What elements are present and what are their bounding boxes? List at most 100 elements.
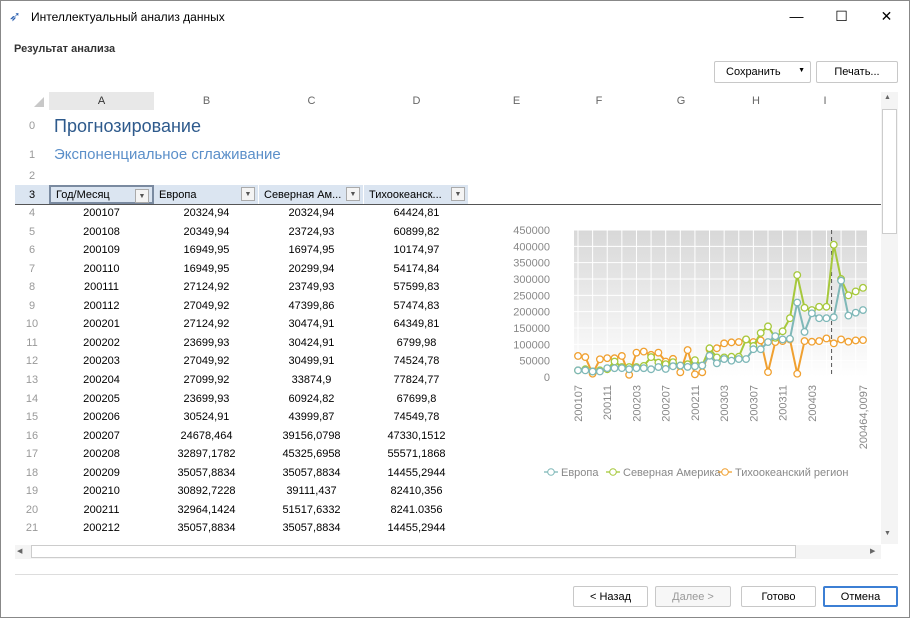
table-cell[interactable]: 20324,94: [183, 207, 230, 219]
vertical-scroll-thumb[interactable]: [882, 109, 897, 234]
table-cell[interactable]: 8241.0356: [390, 503, 443, 516]
row-number[interactable]: 8: [28, 281, 36, 294]
table-cell[interactable]: 200204: [83, 373, 120, 386]
row-number[interactable]: 16: [25, 429, 39, 442]
table-cell[interactable]: 200205: [83, 392, 120, 405]
table-cell[interactable]: 39156,0798: [282, 429, 341, 442]
table-cell[interactable]: 51517,6332: [282, 503, 341, 516]
table-cell[interactable]: 77824,77: [393, 373, 440, 386]
header-cell-north-america[interactable]: Северная Ам... ▼: [259, 185, 364, 204]
header-cell-pacific[interactable]: Тихоокеанск... ▼: [364, 185, 469, 204]
table-cell[interactable]: 43999,87: [288, 411, 335, 424]
table-cell[interactable]: 45325,6958: [282, 448, 341, 461]
table-cell[interactable]: 27049,92: [183, 299, 230, 312]
table-cell[interactable]: 23724,93: [288, 225, 335, 238]
table-cell[interactable]: 30499,91: [288, 355, 335, 368]
table-cell[interactable]: 24678,464: [180, 429, 233, 442]
row-number[interactable]: 14: [25, 392, 39, 405]
table-cell[interactable]: 35057,8834: [282, 522, 341, 535]
column-header-d[interactable]: D: [412, 95, 421, 107]
table-cell[interactable]: 200206: [83, 411, 120, 424]
row-number[interactable]: 6: [28, 244, 36, 257]
row-number[interactable]: 9: [28, 299, 36, 312]
close-button[interactable]: ✕: [880, 7, 893, 24]
table-cell[interactable]: 35057,8834: [177, 522, 236, 535]
table-cell[interactable]: 57474,83: [393, 299, 440, 312]
table-cell[interactable]: 200208: [83, 448, 120, 461]
row-number[interactable]: 21: [25, 522, 39, 535]
table-cell[interactable]: 30424,91: [288, 336, 335, 349]
row-number[interactable]: 12: [25, 355, 39, 368]
table-cell[interactable]: 16974,95: [288, 244, 335, 257]
filter-dropdown-icon[interactable]: ▼: [241, 187, 255, 201]
scroll-right-icon[interactable]: ▶: [870, 548, 876, 555]
next-button[interactable]: Далее >: [655, 586, 731, 607]
filter-dropdown-icon[interactable]: ▼: [135, 189, 149, 203]
row-number[interactable]: 7: [28, 262, 36, 275]
header-cell-year-month[interactable]: Год/Месяц ▼: [49, 185, 154, 204]
table-cell[interactable]: 23749,93: [288, 281, 335, 294]
row-number[interactable]: 13: [25, 373, 39, 386]
table-cell[interactable]: 60899,82: [393, 225, 440, 238]
table-cell[interactable]: 200112: [83, 299, 120, 312]
print-button[interactable]: Печать...: [816, 61, 898, 83]
horizontal-scrollbar[interactable]: ◀ ▶: [15, 545, 881, 559]
column-header-a[interactable]: A: [49, 92, 154, 110]
table-cell[interactable]: 64349,81: [393, 318, 440, 331]
table-cell[interactable]: 20324,94: [288, 207, 335, 219]
row-number[interactable]: 20: [25, 503, 39, 516]
table-cell[interactable]: 14455,2944: [387, 522, 446, 535]
table-cell[interactable]: 200203: [83, 355, 120, 368]
table-cell[interactable]: 74524,78: [393, 355, 440, 368]
table-cell[interactable]: 35057,8834: [282, 466, 341, 479]
table-cell[interactable]: 200209: [83, 466, 120, 479]
scroll-left-icon[interactable]: ◀: [17, 548, 23, 555]
table-cell[interactable]: 200111: [83, 281, 120, 294]
table-cell[interactable]: 32964,1424: [177, 503, 236, 516]
table-cell[interactable]: 30892,7228: [177, 485, 236, 498]
table-cell[interactable]: 30524,91: [183, 411, 230, 424]
select-all-corner[interactable]: [34, 97, 44, 107]
table-cell[interactable]: 20349,94: [183, 225, 230, 238]
table-cell[interactable]: 16949,95: [183, 244, 230, 257]
minimize-button[interactable]: —: [789, 8, 804, 24]
vertical-scrollbar[interactable]: ▲ ▼: [881, 92, 898, 544]
column-header-f[interactable]: F: [595, 95, 603, 107]
forecast-chart[interactable]: 0 50000 100000 150000 200000 250000 300000 3500…: [506, 211, 876, 486]
table-cell[interactable]: 200202: [83, 336, 120, 349]
table-cell[interactable]: 47399,86: [288, 299, 335, 312]
scroll-up-icon[interactable]: ▲: [884, 94, 891, 101]
table-cell[interactable]: 27124,92: [183, 318, 230, 331]
row-number[interactable]: 19: [25, 485, 39, 498]
table-cell[interactable]: 200207: [83, 429, 120, 442]
table-cell[interactable]: 60924,82: [288, 392, 335, 405]
column-header-g[interactable]: G: [676, 95, 686, 107]
done-button[interactable]: Готово: [741, 586, 816, 607]
table-cell[interactable]: 200210: [83, 485, 120, 498]
table-cell[interactable]: 57599,83: [393, 281, 440, 294]
table-cell[interactable]: 200212: [83, 522, 120, 535]
table-cell[interactable]: 27099,92: [183, 373, 230, 386]
table-cell[interactable]: 47330,1512: [387, 429, 446, 442]
row-number[interactable]: 2: [28, 170, 36, 182]
row-number[interactable]: 17: [25, 448, 39, 461]
row-number[interactable]: 5: [28, 225, 36, 238]
table-cell[interactable]: 33874,9: [291, 373, 332, 386]
row-number[interactable]: 1: [28, 149, 36, 161]
row-number[interactable]: 15: [25, 411, 39, 424]
table-cell[interactable]: 30474,91: [288, 318, 335, 331]
back-button[interactable]: < Назад: [573, 586, 648, 607]
horizontal-scroll-thumb[interactable]: [31, 545, 796, 558]
filter-dropdown-icon[interactable]: ▼: [346, 187, 360, 201]
table-cell[interactable]: 64424,81: [393, 207, 440, 219]
table-cell[interactable]: 200109: [83, 244, 120, 257]
filter-dropdown-icon[interactable]: ▼: [451, 187, 465, 201]
table-cell[interactable]: 200110: [83, 262, 120, 275]
table-cell[interactable]: 200201: [83, 318, 120, 331]
chevron-down-icon[interactable]: ▼: [798, 67, 805, 74]
table-cell[interactable]: 200211: [83, 503, 120, 516]
table-cell[interactable]: 82410,356: [390, 485, 443, 498]
column-header-b[interactable]: B: [202, 95, 211, 107]
row-number[interactable]: 4: [28, 207, 36, 219]
table-cell[interactable]: 20299,94: [288, 262, 335, 275]
